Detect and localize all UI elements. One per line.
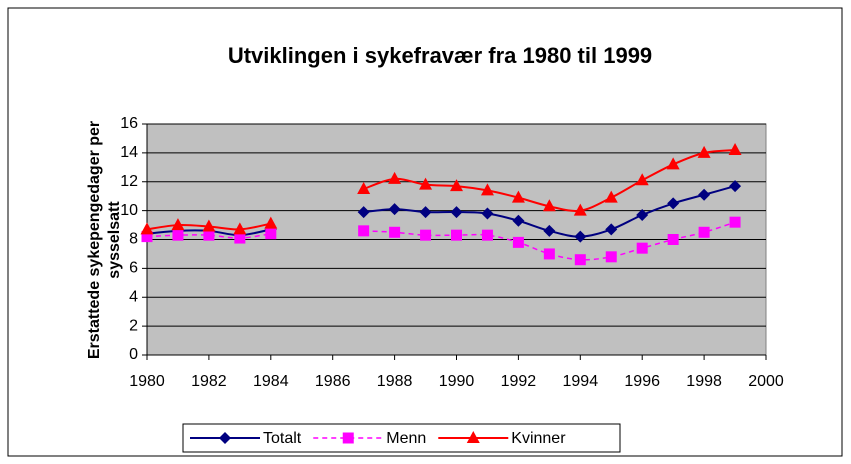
marker (357, 181, 371, 194)
x-tick-label: 1984 (253, 373, 289, 390)
y-tick-label: 16 (120, 115, 138, 132)
marker (605, 223, 618, 236)
y-tick-label: 12 (120, 173, 138, 190)
y-axis-label: Erstattede sykepengedager per (86, 121, 103, 359)
marker (666, 157, 680, 170)
marker (219, 432, 231, 444)
x-tick-label: 2000 (748, 373, 784, 390)
x-tick-label: 1992 (501, 373, 537, 390)
marker (604, 190, 618, 203)
marker (202, 219, 216, 232)
marker (342, 432, 354, 444)
marker (728, 142, 742, 155)
marker (667, 234, 679, 245)
marker (420, 229, 432, 241)
legend-label: Totalt (263, 430, 302, 447)
y-axis-label: sysselsatt (106, 201, 123, 279)
marker (574, 230, 587, 243)
marker (419, 177, 433, 190)
marker (574, 254, 586, 266)
marker (172, 229, 184, 241)
marker (636, 242, 648, 254)
marker (419, 206, 432, 219)
marker (389, 226, 401, 238)
y-tick-label: 2 (129, 317, 138, 334)
marker (141, 231, 153, 243)
legend-label: Menn (386, 430, 426, 447)
marker (481, 207, 494, 220)
x-tick-label: 1982 (191, 373, 227, 390)
marker (265, 228, 277, 240)
x-tick-label: 1994 (563, 373, 599, 390)
marker (698, 226, 710, 238)
marker (388, 203, 401, 216)
marker (264, 216, 278, 229)
marker (466, 431, 480, 443)
legend-label: Kvinner (511, 430, 566, 447)
marker (450, 179, 463, 192)
marker (636, 208, 649, 221)
marker (511, 190, 525, 203)
x-tick-label: 1980 (129, 373, 165, 390)
marker (480, 183, 494, 196)
marker (512, 214, 525, 227)
marker (233, 222, 247, 235)
marker (605, 251, 617, 263)
x-tick-label: 1986 (315, 373, 351, 390)
y-tick-label: 14 (120, 144, 138, 161)
marker (573, 203, 587, 216)
marker (635, 173, 649, 186)
x-tick-label: 1988 (377, 373, 413, 390)
marker (171, 218, 185, 231)
marker (729, 180, 742, 193)
marker (729, 216, 741, 228)
marker (203, 229, 215, 241)
marker (450, 206, 463, 219)
y-tick-label: 6 (129, 260, 138, 277)
marker (698, 188, 711, 201)
marker (512, 236, 524, 248)
y-tick-label: 8 (129, 231, 138, 248)
marker (358, 225, 370, 237)
y-tick-label: 0 (129, 346, 138, 363)
marker (697, 145, 711, 158)
marker (543, 224, 556, 237)
marker (234, 232, 246, 244)
x-tick-label: 1996 (624, 373, 660, 390)
marker (388, 171, 402, 184)
marker (357, 206, 370, 219)
marker (542, 199, 556, 212)
marker (543, 248, 555, 260)
marker (667, 197, 680, 210)
y-tick-label: 10 (120, 202, 138, 219)
y-tick-label: 4 (129, 288, 138, 305)
legend: Totalt Menn Kvinner (182, 423, 621, 453)
chart-title: Utviklingen i sykefravær fra 1980 til 19… (228, 43, 652, 68)
marker (451, 229, 462, 241)
x-tick-label: 1998 (686, 373, 722, 390)
x-tick-label: 1990 (439, 373, 475, 390)
marker (481, 229, 493, 241)
marker (140, 222, 154, 235)
